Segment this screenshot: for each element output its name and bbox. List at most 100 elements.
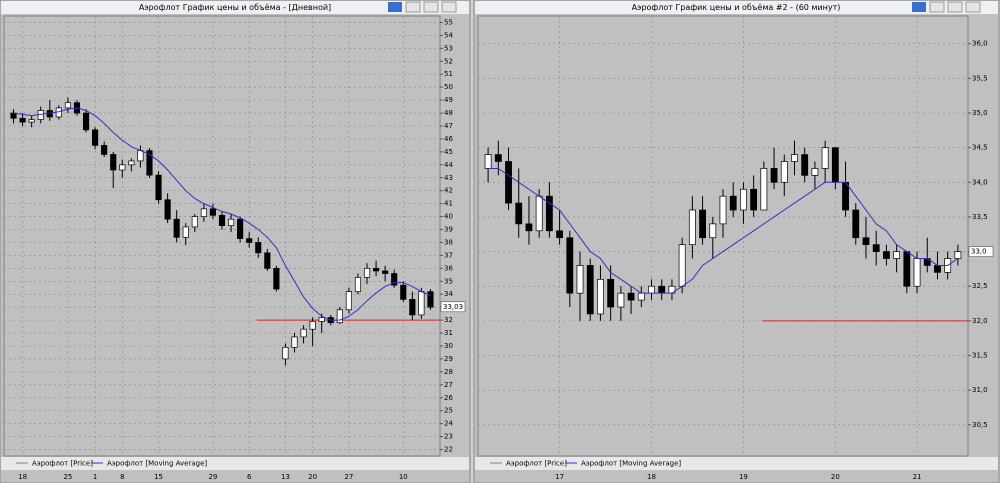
candle-body	[119, 164, 126, 171]
candle-body	[64, 102, 71, 109]
candle-body	[19, 117, 26, 123]
candle-body	[709, 223, 717, 239]
y-tick-label: 39	[444, 226, 453, 234]
x-tick-label: 1	[93, 473, 97, 481]
candle-body	[246, 238, 253, 243]
y-tick-label: 32	[444, 316, 453, 324]
candle-body	[427, 291, 434, 308]
legend-label: Аэрофлот [Price]	[506, 460, 567, 468]
minimize-button[interactable]	[929, 1, 945, 13]
moving-average-line	[488, 167, 959, 294]
x-tick-label: 18	[647, 473, 656, 481]
maximize-button[interactable]	[423, 1, 439, 13]
title-bar	[475, 1, 998, 14]
candle-body	[282, 346, 289, 360]
y-tick-label: 26	[444, 394, 453, 402]
candle-body	[101, 145, 108, 155]
candle-body	[82, 112, 90, 131]
candle-body	[128, 160, 135, 166]
x-tick-label: 13	[281, 473, 290, 481]
candle-body	[391, 273, 398, 286]
candle-body	[137, 150, 144, 162]
x-tick-label: 18	[18, 473, 27, 481]
x-tick-label: 25	[63, 473, 72, 481]
candle-body	[363, 268, 371, 278]
candle-body	[494, 154, 502, 162]
y-tick-label: 38	[444, 238, 453, 246]
maximize-button[interactable]	[947, 1, 963, 13]
candle-body	[418, 291, 425, 316]
candle-body	[882, 251, 890, 259]
candle-body	[617, 292, 625, 308]
y-tick-label: 31	[444, 329, 453, 337]
y-tick-label: 34	[444, 290, 453, 298]
y-tick-label: 35	[444, 277, 453, 285]
candle-body	[227, 218, 235, 226]
minimize-button[interactable]	[405, 1, 421, 13]
y-tick-label: 46	[444, 135, 453, 143]
legend-label: Аэрофлот [Moving Average]	[581, 460, 681, 468]
candle-body	[648, 285, 655, 294]
y-tick-label: 32,0	[972, 317, 988, 325]
y-tick-label: 54	[444, 31, 453, 39]
y-tick-label: 42	[444, 187, 453, 195]
candle-body	[535, 195, 543, 232]
x-tick-label: 8	[120, 473, 124, 481]
candle-body	[318, 317, 325, 322]
y-tick-label: 53	[444, 44, 453, 52]
y-tick-label: 31,5	[972, 352, 988, 360]
candle-body	[209, 208, 217, 216]
candle-body	[729, 195, 737, 211]
y-tick-label: 22	[444, 446, 453, 454]
y-tick-label: 30	[444, 342, 453, 350]
candle-body	[237, 218, 244, 239]
y-tick-label: 31,0	[972, 386, 988, 394]
y-tick-label: 28	[444, 368, 453, 376]
candle-body	[801, 154, 809, 176]
x-tick-label: 10	[399, 473, 408, 481]
candle-body	[913, 258, 921, 287]
legend-area	[475, 457, 998, 470]
candle-body	[515, 202, 523, 225]
x-tick-label: 19	[739, 473, 748, 481]
y-tick-label: 51	[444, 70, 453, 78]
title-bar	[1, 1, 469, 14]
y-tick-label: 24	[444, 420, 453, 428]
last-price-box	[440, 301, 466, 313]
candle-body	[627, 292, 635, 301]
pin-button[interactable]	[912, 2, 926, 12]
candle-body	[110, 154, 117, 171]
candle-body	[345, 291, 352, 311]
x-tick-label: 27	[344, 473, 353, 481]
y-tick-label: 48	[444, 109, 453, 117]
candle-body	[505, 161, 512, 204]
y-tick-label: 36,0	[972, 40, 988, 48]
candle-body	[954, 251, 962, 259]
plot-area	[3, 15, 441, 457]
candle-body	[382, 270, 389, 274]
moving-average-line	[13, 107, 431, 321]
legend-label: Аэрофлот [Moving Average]	[107, 460, 207, 468]
candle-body	[811, 168, 819, 176]
candle-body	[173, 218, 180, 238]
close-button[interactable]	[441, 1, 457, 13]
candle-body	[699, 209, 706, 239]
close-button[interactable]	[965, 1, 981, 13]
y-tick-label: 52	[444, 57, 453, 65]
x-tick-label: 20	[308, 473, 317, 481]
candle-body	[409, 299, 416, 316]
y-tick-label: 32,5	[972, 282, 988, 290]
candle-body	[182, 226, 189, 238]
candle-body	[852, 209, 860, 239]
candle-body	[750, 188, 758, 211]
y-tick-label: 49	[444, 96, 453, 104]
candle-body	[770, 168, 778, 183]
x-tick-label: 6	[247, 473, 252, 481]
pin-button[interactable]	[388, 2, 402, 12]
y-tick-label: 44	[444, 161, 453, 169]
y-tick-label: 37	[444, 251, 453, 259]
candle-body	[300, 328, 307, 338]
candle-body	[607, 278, 615, 308]
y-tick-label: 36	[444, 264, 453, 272]
candle-body	[525, 223, 533, 232]
